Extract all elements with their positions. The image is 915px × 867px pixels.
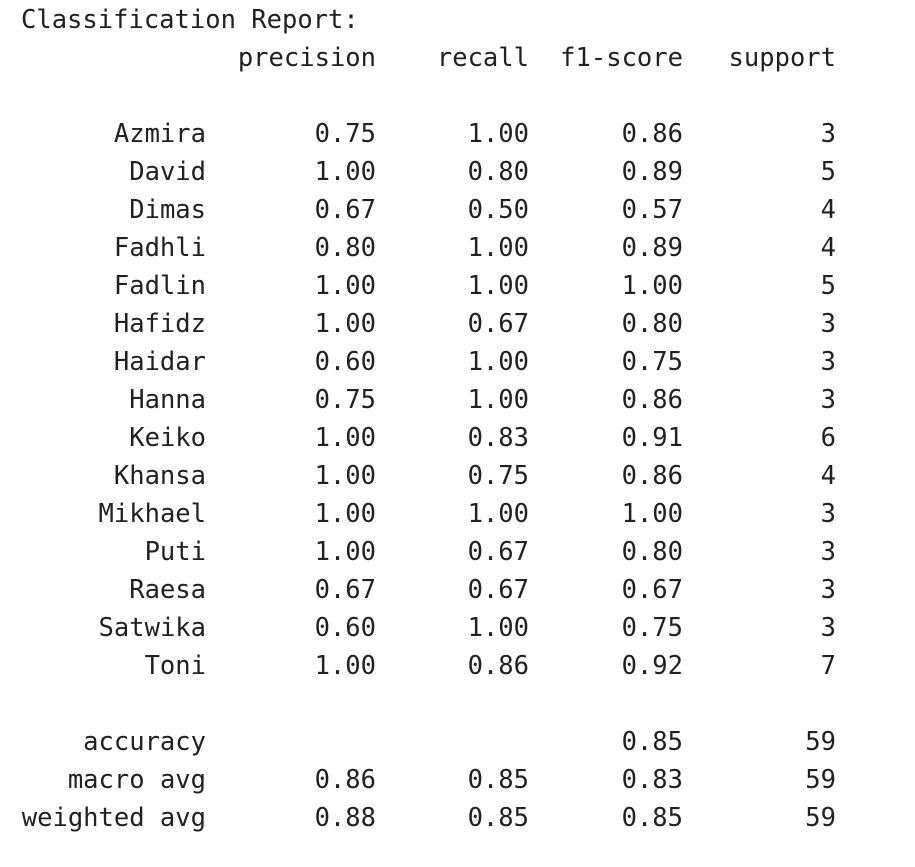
support-value: 5 — [820, 271, 836, 301]
recall-value: 0.80 — [467, 157, 529, 187]
precision-value: 0.75 — [314, 385, 376, 415]
row-label: Mikhael — [98, 499, 206, 529]
support-value: 59 — [805, 727, 836, 757]
row-label: Fadhli — [113, 233, 206, 263]
recall-value: 1.00 — [467, 499, 529, 529]
support-value: 59 — [805, 803, 836, 833]
precision-value: 0.60 — [314, 613, 376, 643]
support-value: 6 — [820, 423, 836, 453]
precision-value: 0.80 — [314, 233, 376, 263]
row-label: Puti — [144, 537, 206, 567]
recall-value: 1.00 — [467, 347, 529, 377]
precision-value: 0.86 — [314, 765, 376, 795]
row-label: David — [129, 157, 206, 187]
recall-value: 1.00 — [467, 233, 529, 263]
recall-value: 0.75 — [467, 461, 529, 491]
precision-value: 1.00 — [314, 157, 376, 187]
support-value: 3 — [820, 537, 836, 567]
f1-score-value: 0.86 — [621, 385, 683, 415]
row-label: Raesa — [129, 575, 206, 605]
precision-value: 0.60 — [314, 347, 376, 377]
precision-value: 0.67 — [314, 195, 376, 225]
support-value: 3 — [820, 613, 836, 643]
row-label: macro avg — [67, 765, 206, 795]
support-value: 4 — [820, 233, 836, 263]
precision-value: 1.00 — [314, 423, 376, 453]
row-label: accuracy — [83, 727, 206, 757]
f1-score-value: 0.80 — [621, 537, 683, 567]
row-label: Dimas — [129, 195, 206, 225]
report-title: Classification Report: — [21, 5, 359, 35]
f1-score-value: 0.86 — [621, 461, 683, 491]
recall-value: 1.00 — [467, 613, 529, 643]
f1-score-value: 0.85 — [621, 803, 683, 833]
precision-value: 1.00 — [314, 461, 376, 491]
row-label: Keiko — [129, 423, 206, 453]
support-value: 3 — [820, 347, 836, 377]
recall-value: 1.00 — [467, 119, 529, 149]
recall-value: 0.86 — [467, 651, 529, 681]
f1-score-value: 0.92 — [621, 651, 683, 681]
support-value: 4 — [820, 195, 836, 225]
row-label: Haidar — [113, 347, 206, 377]
precision-value: 1.00 — [314, 309, 376, 339]
support-value: 3 — [820, 309, 836, 339]
precision-value: 0.88 — [314, 803, 376, 833]
row-label: Hanna — [129, 385, 206, 415]
header-precision: precision — [237, 43, 376, 73]
recall-value: 0.67 — [467, 575, 529, 605]
row-label: Fadlin — [113, 271, 206, 301]
support-value: 3 — [820, 119, 836, 149]
recall-value: 0.83 — [467, 423, 529, 453]
support-value: 59 — [805, 765, 836, 795]
header-recall: recall — [436, 43, 529, 73]
recall-value: 0.50 — [467, 195, 529, 225]
f1-score-value: 0.80 — [621, 309, 683, 339]
f1-score-value: 1.00 — [621, 271, 683, 301]
recall-value: 0.67 — [467, 309, 529, 339]
precision-value: 1.00 — [314, 271, 376, 301]
precision-value: 1.00 — [314, 537, 376, 567]
support-value: 3 — [820, 575, 836, 605]
recall-value: 0.67 — [467, 537, 529, 567]
row-label: Satwika — [98, 613, 206, 643]
support-value: 3 — [820, 499, 836, 529]
f1-score-value: 0.67 — [621, 575, 683, 605]
precision-value: 0.75 — [314, 119, 376, 149]
support-value: 4 — [820, 461, 836, 491]
f1-score-value: 0.89 — [621, 233, 683, 263]
f1-score-value: 0.89 — [621, 157, 683, 187]
f1-score-value: 0.57 — [621, 195, 683, 225]
row-label: Toni — [144, 651, 206, 681]
header-row: precision recall f1-score support — [0, 39, 836, 77]
recall-value: 0.85 — [467, 803, 529, 833]
report-title-line: Classification Report: — [0, 1, 359, 39]
recall-value: 1.00 — [467, 271, 529, 301]
f1-score-value: 0.75 — [621, 347, 683, 377]
f1-score-value: 1.00 — [621, 499, 683, 529]
row-label: Khansa — [113, 461, 206, 491]
header-support: support — [728, 43, 836, 73]
support-value: 7 — [820, 651, 836, 681]
precision-value: 0.67 — [314, 575, 376, 605]
recall-value: 1.00 — [467, 385, 529, 415]
f1-score-value: 0.85 — [621, 727, 683, 757]
precision-value: 1.00 — [314, 651, 376, 681]
f1-score-value: 0.91 — [621, 423, 683, 453]
precision-value: 1.00 — [314, 499, 376, 529]
row-label: Hafidz — [113, 309, 206, 339]
recall-value: 0.85 — [467, 765, 529, 795]
support-value: 5 — [820, 157, 836, 187]
row-label: Azmira — [113, 119, 206, 149]
f1-score-value: 0.83 — [621, 765, 683, 795]
row-label: weighted avg — [21, 803, 206, 833]
f1-score-value: 0.75 — [621, 613, 683, 643]
support-value: 3 — [820, 385, 836, 415]
f1-score-value: 0.86 — [621, 119, 683, 149]
header-f1-score: f1-score — [560, 43, 683, 73]
